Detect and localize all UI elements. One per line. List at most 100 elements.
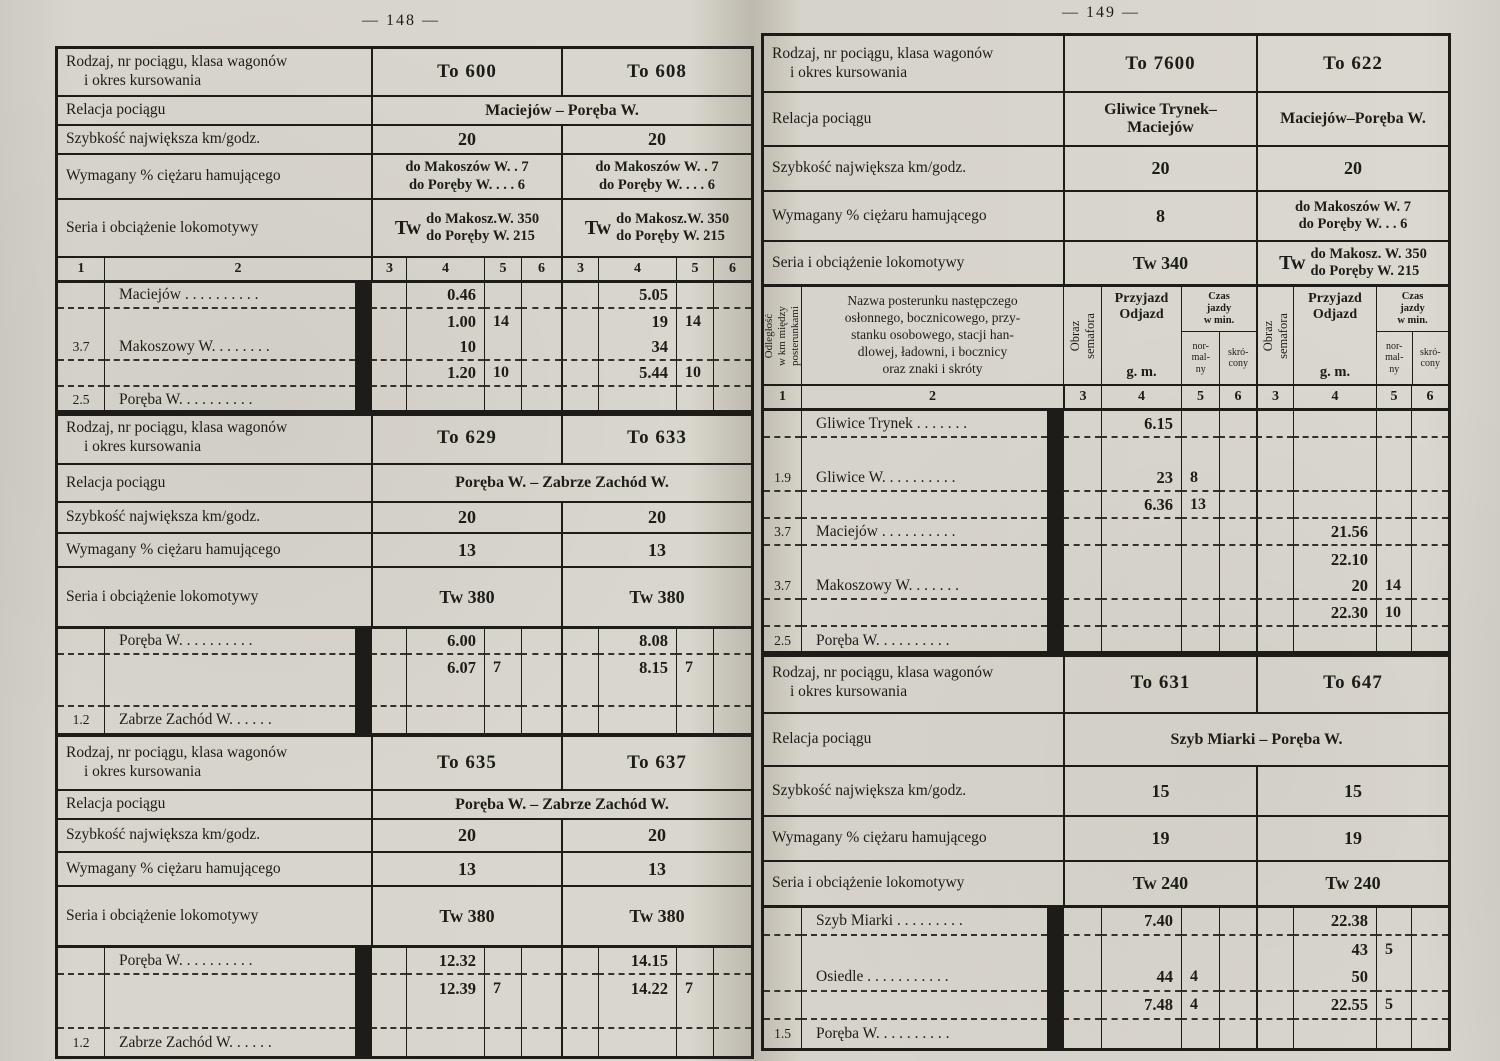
minutes-cell: 5 <box>1376 992 1411 1020</box>
station-name: Poręba W. . . . . . . . . . <box>801 627 1047 654</box>
train-number: To 637 <box>561 737 751 789</box>
km-cell: 3.7 <box>58 335 104 361</box>
minutes-cell: 8 <box>1181 465 1219 492</box>
time-cell: 19 <box>598 309 676 335</box>
loco-row: Seria i obciążenie lokomotywy Tw do Makos… <box>58 198 751 256</box>
station-section: Szyb Miarki . . . . . . . . . 7.40 22.38… <box>764 905 1448 1048</box>
minutes-cell: 7 <box>676 655 713 681</box>
station-row: 1.2 Zabrze Zachód W. . . . . . <box>58 1029 751 1056</box>
station-row: 12.39 7 14.22 7 <box>58 975 751 1002</box>
speed-row: Szybkość największa km/godz. 20 20 <box>764 145 1448 190</box>
brake-percent: do Makoszów W. 7 do Poręby W. . . 6 <box>1256 192 1448 240</box>
row-label-relacja: Relacja pociągu <box>66 101 166 119</box>
train-number: To 631 <box>1063 654 1256 712</box>
station-row: Osiedle . . . . . . . . . . . 44 4 50 <box>764 964 1448 992</box>
train-relation: Gliwice Trynek– Maciejów <box>1063 93 1256 145</box>
minutes-cell: 5 <box>1376 936 1411 964</box>
station-name: Zabrze Zachód W. . . . . . <box>104 1029 355 1056</box>
max-speed: 20 <box>371 820 561 851</box>
station-name: Zabrze Zachód W. . . . . . <box>104 707 355 733</box>
train-number: To 635 <box>371 737 561 789</box>
page-number-right: — 149 — <box>1062 4 1140 21</box>
time-cell: 43 <box>1293 936 1376 964</box>
semaphore-column-header: Obraz semafora <box>1256 287 1293 384</box>
brake-percent: do Makoszów W. . 7 do Poręby W. . . . 6 <box>561 155 751 198</box>
row-label-szybkosc: Szybkość największa km/godz. <box>66 130 261 148</box>
minutes-cell: 10 <box>484 361 521 387</box>
station-column-header: Nazwa posterunku następczego osłonnego, … <box>801 287 1063 384</box>
loco-row: Seria i obciążenie lokomotywy Tw 340 Tw d… <box>764 240 1448 284</box>
train-number: To 600 <box>371 49 561 95</box>
time-cell: 6.07 <box>406 655 484 681</box>
max-speed: 15 <box>1063 767 1256 815</box>
time-cell: 6.00 <box>406 629 484 655</box>
travel-time-header: Czas jazdy w min. nor- mal- ny skró- con… <box>1376 287 1448 384</box>
timetable-left-2: Rodzaj, nr pociągu, klasa wagonów i okre… <box>55 410 754 736</box>
train-number: To 629 <box>371 413 561 463</box>
time-cell: 0.46 <box>406 283 484 309</box>
time-cell: 10 <box>406 335 484 361</box>
km-cell: 1.2 <box>72 712 90 727</box>
time-cell: 7.40 <box>1101 908 1181 936</box>
station-name: Szyb Miarki . . . . . . . . . <box>801 908 1047 936</box>
speed-row: Szybkość największa km/godz. 20 20 <box>58 124 751 153</box>
relation-row: Relacja pociągu Gliwice Trynek– Maciejów… <box>764 91 1448 145</box>
train-relation: Szyb Miarki – Poręba W. <box>1063 714 1448 765</box>
brake-percent: 13 <box>371 534 561 566</box>
train-relation: Poręba W. – Zabrze Zachód W. <box>371 465 751 501</box>
minutes-cell: 7 <box>484 975 521 1002</box>
minutes-cell: 10 <box>1376 600 1411 627</box>
loco-series: Tw do Makosz.W. 350 do Poręby W. 215 <box>371 200 561 256</box>
station-row <box>764 438 1448 465</box>
train-header-row: Rodzaj, nr pociągu, klasa wagonów i okre… <box>764 36 1448 91</box>
max-speed: 20 <box>1256 147 1448 190</box>
station-row: Poręba W. . . . . . . . . . 6.00 8.08 <box>58 629 751 655</box>
minutes-cell: 14 <box>1376 573 1411 600</box>
loco-row: Seria i obciążenie lokomotywy Tw 380 Tw … <box>58 566 751 626</box>
station-row <box>58 1002 751 1029</box>
speed-row: Szybkość największa km/godz. 20 20 <box>58 501 751 532</box>
train-number: To 7600 <box>1063 36 1256 91</box>
minutes-cell: 14 <box>484 309 521 335</box>
relation-row: Relacja pociągu Poręba W. – Zabrze Zachó… <box>58 789 751 818</box>
km-cell: 2.5 <box>72 392 90 407</box>
short-time-header: skró- cony <box>1219 332 1256 384</box>
max-speed: 20 <box>561 820 751 851</box>
timetable-right-2: Rodzaj, nr pociągu, klasa wagonów i okre… <box>761 651 1451 1051</box>
train-number: To 608 <box>561 49 751 95</box>
loco-series: Tw 240 <box>1256 862 1448 905</box>
time-cell: 6.36 <box>1101 492 1181 519</box>
loco-series: Tw 380 <box>561 887 751 945</box>
time-cell: 21.56 <box>1293 519 1376 546</box>
station-row: Szyb Miarki . . . . . . . . . 7.40 22.38 <box>764 908 1448 936</box>
station-row <box>58 681 751 707</box>
station-section: Poręba W. . . . . . . . . . 6.00 8.08 6.… <box>58 626 751 733</box>
minutes-cell: 7 <box>484 655 521 681</box>
arrival-departure-header: Przyjazd Odjazd g. m. <box>1101 287 1181 384</box>
minutes-cell: 10 <box>676 361 713 387</box>
km-cell: 2.5 <box>774 632 791 648</box>
brake-row: Wymagany % ciężaru hamującego 19 19 <box>764 815 1448 860</box>
station-row: 1.00 14 19 14 <box>58 309 751 335</box>
short-time-header: skró- cony <box>1411 332 1449 384</box>
brake-percent: 8 <box>1063 192 1256 240</box>
time-cell: 12.39 <box>406 975 484 1002</box>
minutes-cell: 7 <box>676 975 713 1002</box>
time-cell: 1.00 <box>406 309 484 335</box>
brake-percent: do Makoszów W. . 7 do Poręby W. . . . 6 <box>371 155 561 198</box>
train-header-row: Rodzaj, nr pociągu, klasa wagonów i okre… <box>58 49 751 95</box>
station-name: Maciejów . . . . . . . . . . <box>801 519 1047 546</box>
timetable-left-3: Rodzaj, nr pociągu, klasa wagonów i okre… <box>55 734 754 1059</box>
row-label-wymagany: Wymagany % ciężaru hamującego <box>66 167 281 185</box>
train-number: To 633 <box>561 413 751 463</box>
station-row: 43 5 <box>764 936 1448 964</box>
station-name: Maciejów . . . . . . . . . . <box>104 283 355 309</box>
station-name: Makoszowy W. . . . . . . <box>801 573 1047 600</box>
travel-time-header: Czas jazdy w min. nor- mal- ny skró- con… <box>1181 287 1256 384</box>
time-cell: 7.48 <box>1101 992 1181 1020</box>
loco-series: Tw 240 <box>1063 862 1256 905</box>
time-cell: 1.20 <box>406 361 484 387</box>
brake-percent: 13 <box>371 853 561 885</box>
column-header-block: Odległość w km między posterunkami Nazwa… <box>763 284 1448 384</box>
